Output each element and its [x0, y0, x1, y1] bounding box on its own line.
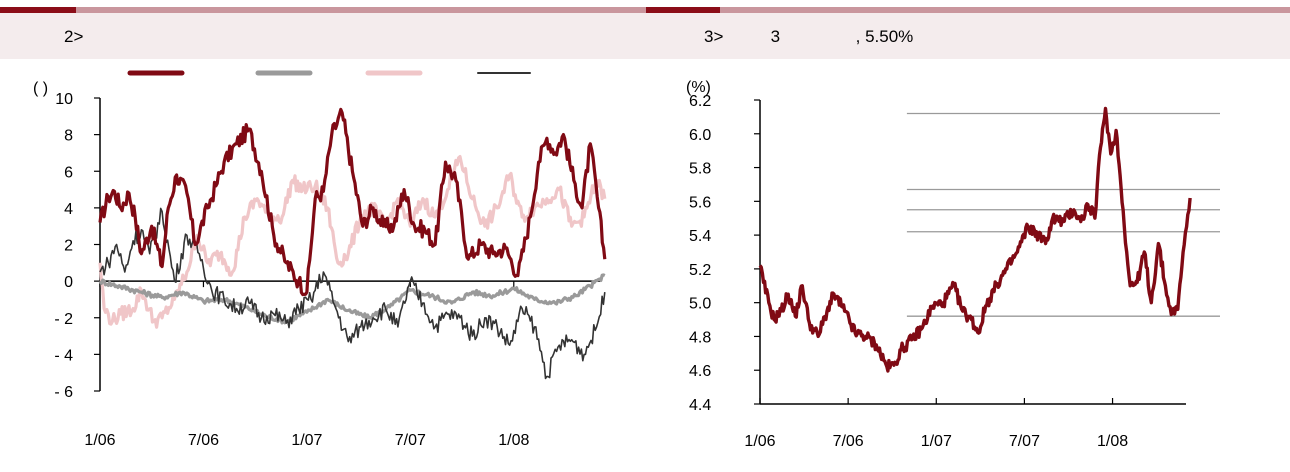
x-tick-label: 1/08 [1097, 433, 1128, 450]
y-tick-label: 8 [64, 128, 73, 145]
title-band [646, 13, 1290, 59]
header-rule [646, 7, 1290, 13]
y-tick-label: 4.8 [689, 329, 711, 346]
header-rule [0, 7, 646, 13]
left-chart-panel: 2> ( ) 10 8 6 4 2 0 - 2 - 4 - 6 1/06 7/06 1/07 7/07 1/… [0, 7, 646, 449]
header-rule-rest [76, 7, 646, 13]
y-tick-label: 5.8 [689, 161, 711, 178]
y-tick-label: 2 [64, 238, 73, 255]
chart-title: 3> 3 , 5.50% [704, 27, 914, 46]
series-line [758, 106, 1192, 373]
series-line [98, 107, 607, 297]
header-rule-rest [720, 7, 1290, 13]
chart-title: 2> [64, 27, 84, 46]
y-tick-label: - 2 [54, 311, 73, 328]
x-tick-label: 1/07 [291, 432, 322, 449]
header-rule-accent [0, 7, 76, 13]
y-tick-label: 5.6 [689, 194, 711, 211]
header-rule-accent [646, 7, 720, 13]
y-axis-unit-label: ( ) [33, 80, 48, 97]
y-axis-unit-label: (%) [686, 79, 711, 96]
y-tick-label: 0 [64, 274, 73, 291]
y-tick-label: 4.4 [689, 397, 711, 414]
y-tick-label: 5.0 [689, 296, 711, 313]
x-tick-label: 7/07 [1009, 433, 1040, 450]
series-line [99, 207, 606, 380]
left-chart: ( ) 10 8 6 4 2 0 - 2 - 4 - 6 1/06 7/06 1/07 7/07 1/08 [33, 70, 607, 449]
right-chart-panel: 3> 3 , 5.50% (%) 6.2 6.0 5.8 5.6 5.4 5.2 5.0 4.8… [646, 0, 1290, 472]
x-tick-label: 1/08 [498, 432, 529, 449]
x-tick-label: 7/06 [833, 433, 864, 450]
x-tick-label: 7/06 [188, 432, 219, 449]
x-tick-label: 1/06 [84, 432, 115, 449]
y-tick-label: 10 [55, 91, 73, 108]
y-tick-label: 5.4 [689, 228, 711, 245]
y-tick-label: 4.6 [689, 363, 711, 380]
series-line [98, 273, 606, 325]
right-chart: (%)6.2 6.0 5.8 5.6 5.4 5.2 5.0 4.8 4.6 4.4 1/06 7/0… [686, 79, 1220, 450]
y-tick-label: 6 [64, 164, 73, 181]
y-tick-label: 6.0 [689, 127, 711, 144]
y-tick-label: - 6 [54, 384, 73, 401]
x-tick-label: 1/07 [921, 433, 952, 450]
y-tick-label: - 4 [54, 347, 73, 364]
y-tick-label: 4 [64, 201, 73, 218]
series-line [98, 155, 607, 329]
y-tick-label: 6.2 [689, 93, 711, 110]
y-tick-label: 5.2 [689, 262, 711, 279]
title-band [0, 13, 646, 59]
x-tick-label: 1/06 [744, 433, 775, 450]
x-tick-label: 7/07 [395, 432, 426, 449]
